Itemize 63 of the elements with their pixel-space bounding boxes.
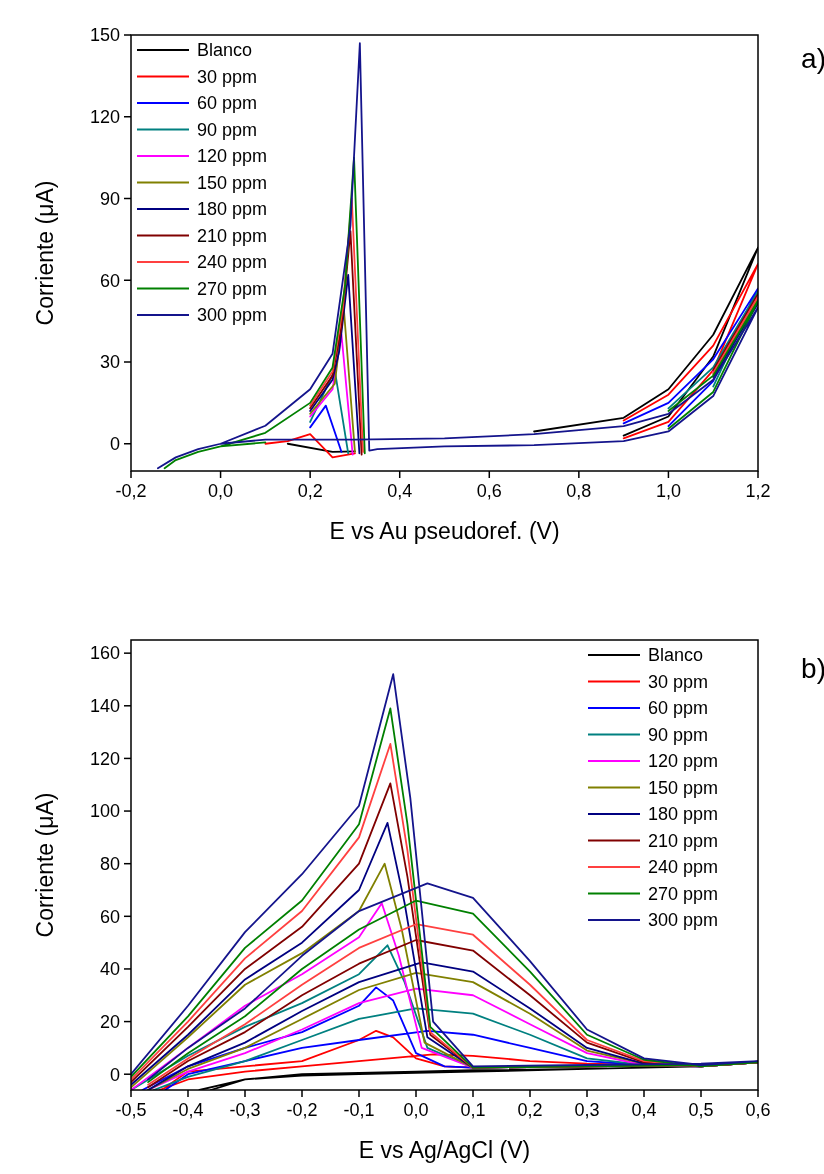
x-tick-label: 0,3	[574, 1100, 600, 1120]
legend-label: 210 ppm	[648, 830, 719, 851]
legend-label: 300 ppm	[648, 910, 719, 931]
legend-label: 150 ppm	[197, 172, 268, 193]
x-tick-label: 0,4	[387, 481, 413, 501]
legend-label: 60 ppm	[197, 93, 258, 114]
y-axis-title: Corriente (μA)	[32, 180, 58, 326]
x-tick-label: 1,0	[655, 481, 681, 501]
legend-label: 240 ppm	[648, 857, 719, 878]
text: b)	[801, 653, 824, 684]
y-tick-label: 90	[99, 188, 120, 209]
y-tick-label: 120	[89, 748, 120, 769]
x-tick-label: 0,2	[297, 481, 323, 501]
y-tick-label: 60	[99, 906, 120, 927]
y-tick-label: 150	[89, 25, 120, 46]
x-tick-label: 0,0	[403, 1100, 429, 1120]
x-tick-label: -0,2	[115, 481, 147, 501]
legend-label: Blanco	[197, 40, 253, 61]
legend-label: 30 ppm	[197, 66, 258, 87]
y-tick-label: 30	[99, 352, 120, 373]
y-tick-label: 0	[109, 1064, 120, 1085]
y-tick-label: 100	[89, 801, 120, 822]
legend-label: 180 ppm	[648, 804, 719, 825]
x-tick-label: -0,3	[229, 1100, 261, 1120]
x-tick-label: -0,2	[286, 1100, 318, 1120]
x-tick-label: -0,5	[115, 1100, 147, 1120]
x-axis-title: E vs Au pseudoref. (V)	[329, 518, 560, 544]
x-axis-title: E vs Ag/AgCl (V)	[358, 1137, 531, 1163]
legend-label: 240 ppm	[197, 252, 268, 273]
legend-label: 30 ppm	[648, 671, 709, 692]
y-tick-label: 0	[109, 434, 120, 455]
y-tick-label: 20	[99, 1011, 120, 1032]
y-tick-label: 40	[99, 959, 120, 980]
legend-label: 120 ppm	[648, 751, 719, 772]
x-tick-label: -0,1	[343, 1100, 375, 1120]
legend-label: 270 ppm	[648, 883, 719, 904]
legend-label: 90 ppm	[648, 724, 709, 745]
x-tick-label: 0,6	[476, 481, 502, 501]
legend-label: 210 ppm	[197, 225, 268, 246]
x-tick-label: 0,4	[631, 1100, 657, 1120]
x-tick-label: 0,2	[517, 1100, 543, 1120]
legend-label: 60 ppm	[648, 698, 709, 719]
y-tick-label: 120	[89, 107, 120, 128]
x-tick-label: 1,2	[745, 481, 771, 501]
y-tick-label: 160	[89, 643, 120, 664]
legend-label: 150 ppm	[648, 777, 719, 798]
x-tick-label: 0,6	[745, 1100, 771, 1120]
legend-label: 270 ppm	[197, 278, 268, 299]
y-tick-label: 60	[99, 270, 120, 291]
legend-label: Blanco	[648, 645, 704, 666]
legend-label: 180 ppm	[197, 199, 268, 220]
x-tick-label: -0,4	[172, 1100, 204, 1120]
y-axis-title: Corriente (μA)	[32, 792, 58, 938]
x-tick-label: 0,8	[566, 481, 592, 501]
y-tick-label: 140	[89, 696, 120, 717]
x-tick-label: 0,5	[688, 1100, 714, 1120]
legend-label: 120 ppm	[197, 146, 268, 167]
y-tick-label: 80	[99, 853, 120, 874]
text: a)	[801, 43, 824, 74]
legend-label: 90 ppm	[197, 119, 258, 140]
x-tick-label: 0,0	[208, 481, 234, 501]
legend-label: 300 ppm	[197, 305, 268, 326]
x-tick-label: 0,1	[460, 1100, 486, 1120]
